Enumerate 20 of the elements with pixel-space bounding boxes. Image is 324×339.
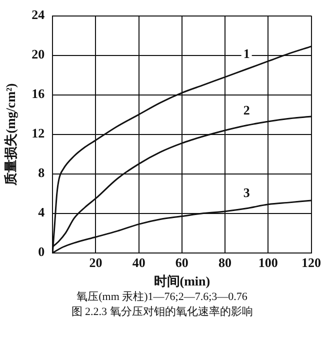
y-tick-label: 4: [38, 204, 46, 220]
y-tick-label: 24: [32, 7, 46, 22]
y-axis-title: 质量损失(mg/cm²): [3, 83, 18, 186]
series-label: 1: [243, 46, 250, 61]
x-tick-label: 20: [89, 254, 102, 270]
y-tick-label: 12: [32, 126, 45, 141]
text: 氧压(mm 汞柱)1—76;2—7.6;3—0.76: [76, 290, 248, 305]
series-label: 2: [243, 102, 250, 118]
series-label: 3: [243, 185, 250, 200]
y-tick-label: 16: [32, 86, 46, 102]
x-tick-label: 80: [218, 254, 232, 270]
x-tick-label: 60: [175, 254, 188, 270]
x-axis-title: 时间(min): [154, 274, 210, 289]
y-tick-label: 8: [38, 165, 46, 180]
y-tick-label: 20: [32, 46, 45, 62]
y-tick-label: 0: [38, 244, 45, 260]
caption: 图 2.2.3 氧分压对钼的氧化速率的影响: [70, 305, 254, 320]
x-tick-label: 100: [258, 254, 278, 270]
x-tick-label: 120: [302, 254, 321, 270]
x-tick-label: 40: [132, 254, 146, 270]
